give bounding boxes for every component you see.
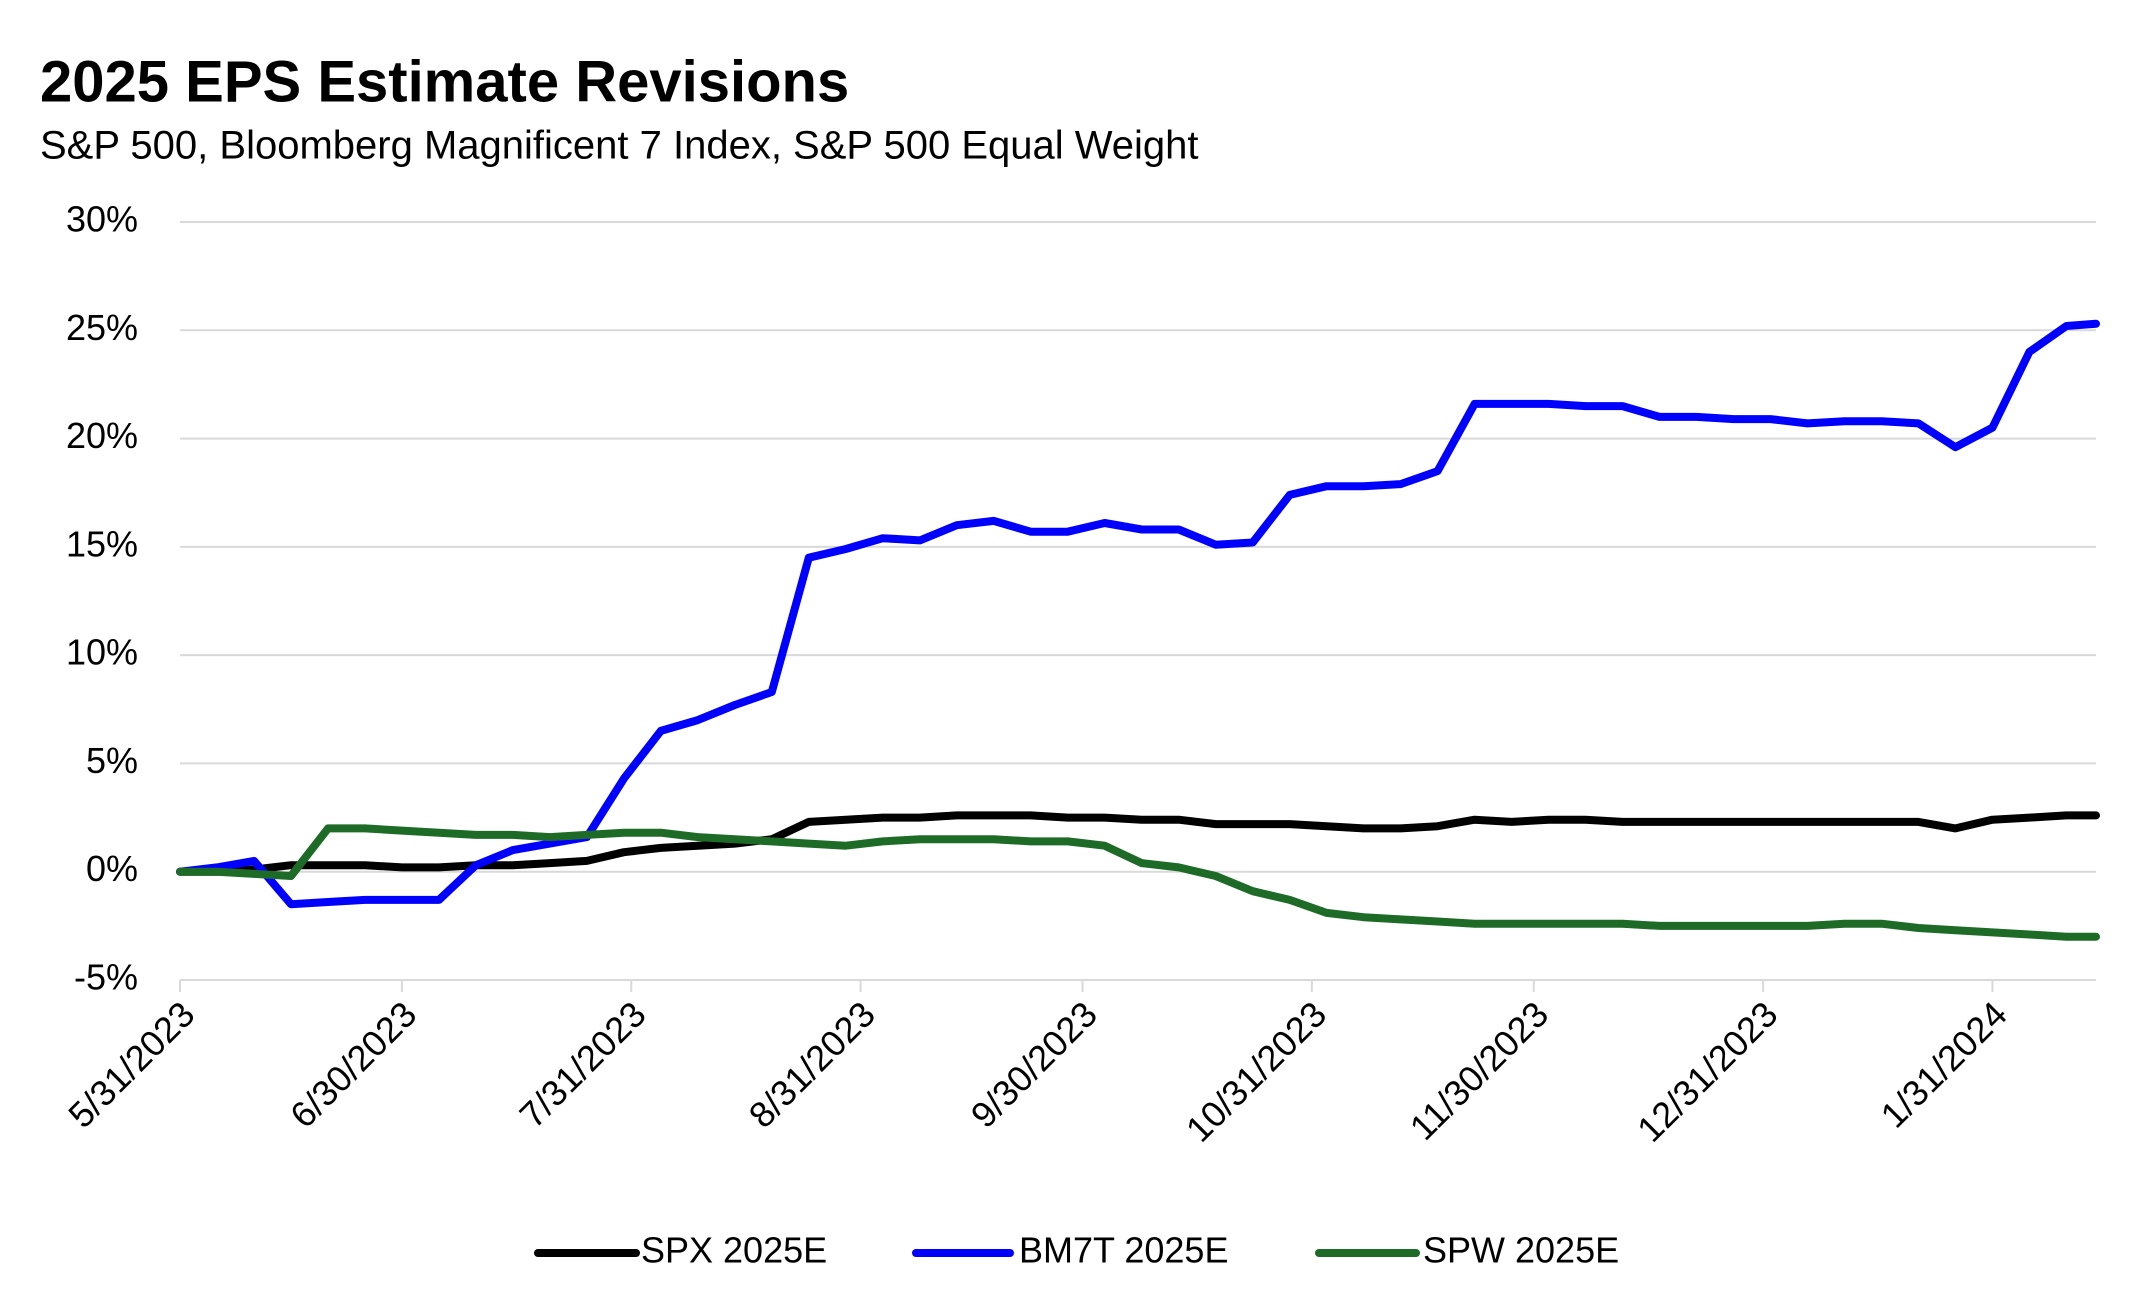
y-tick-label: -5% xyxy=(74,957,138,998)
series-line xyxy=(176,824,2100,941)
x-tick-label: 8/31/2023 xyxy=(741,993,883,1135)
x-tick-label: 1/31/2024 xyxy=(1873,993,2015,1135)
y-tick-label: 20% xyxy=(66,415,138,456)
x-tick-label: 7/31/2023 xyxy=(511,993,653,1135)
x-tick-label: 12/31/2023 xyxy=(1629,993,1785,1149)
y-tick-label: 30% xyxy=(66,199,138,240)
x-tick-label: 10/31/2023 xyxy=(1178,993,1334,1149)
y-tick-label: 10% xyxy=(66,632,138,673)
series-line xyxy=(176,319,2100,909)
legend-label: SPX 2025E xyxy=(641,1230,827,1271)
legend-label: BM7T 2025E xyxy=(1019,1230,1228,1271)
x-tick-label: 11/30/2023 xyxy=(1402,993,1557,1148)
series-line xyxy=(176,811,2100,876)
y-tick-label: 15% xyxy=(66,523,138,564)
chart-title: 2025 EPS Estimate Revisions xyxy=(40,49,849,114)
x-tick-label: 6/30/2023 xyxy=(282,993,424,1135)
legend-label: SPW 2025E xyxy=(1423,1230,1619,1271)
x-tick-label: 9/30/2023 xyxy=(963,993,1105,1135)
y-tick-label: 5% xyxy=(86,740,138,781)
y-tick-label: 25% xyxy=(66,307,138,348)
x-tick-label: 5/31/2023 xyxy=(60,993,202,1135)
chart-subtitle: S&P 500, Bloomberg Magnificent 7 Index, … xyxy=(40,124,1199,168)
y-tick-label: 0% xyxy=(86,848,138,889)
